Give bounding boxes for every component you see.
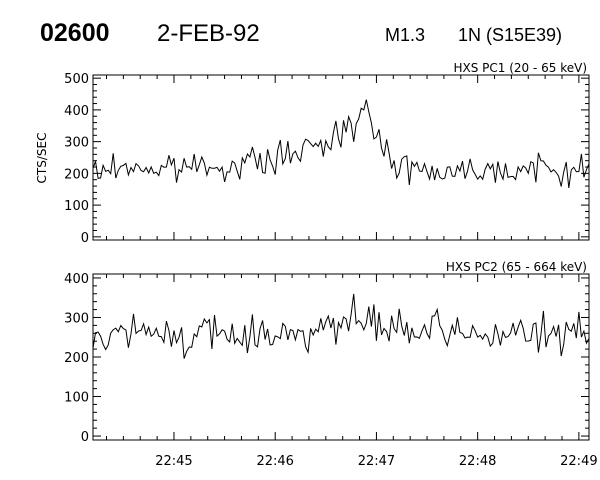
series-line bbox=[92, 293, 590, 359]
y-tick-label: 0 bbox=[81, 231, 89, 246]
y-tick-label: 400 bbox=[64, 272, 89, 287]
x-tick-label: 22:46 bbox=[256, 454, 293, 469]
series-line bbox=[92, 99, 590, 188]
flare-location: 1N (S15E39) bbox=[458, 25, 562, 45]
panel-pc1-title: HXS PC1 (20 - 65 keV) bbox=[453, 61, 587, 75]
y-axis-label: CTS/SEC bbox=[35, 133, 49, 184]
panel-pc1: HXS PC1 (20 - 65 keV) CTS/SEC 0 100 200 300… bbox=[35, 61, 590, 246]
x-tick-label: 22:49 bbox=[560, 454, 597, 469]
event-date: 2-FEB-92 bbox=[157, 20, 260, 47]
plot-frame bbox=[92, 273, 590, 441]
y-tick-label: 200 bbox=[64, 167, 89, 182]
event-id: 02600 bbox=[40, 19, 110, 47]
y-tick-label: 500 bbox=[64, 72, 89, 87]
y-tick-label: 0 bbox=[81, 430, 89, 445]
y-tick-label: 300 bbox=[64, 136, 89, 151]
y-tick-label: 200 bbox=[64, 351, 89, 366]
x-tick-label: 22:47 bbox=[358, 454, 395, 469]
x-tick-label: 22:45 bbox=[155, 454, 192, 469]
y-tick-label: 100 bbox=[64, 199, 89, 214]
y-tick-label: 100 bbox=[64, 391, 89, 406]
y-tick-label: 300 bbox=[64, 311, 89, 326]
flare-class: M1.3 bbox=[385, 25, 425, 45]
x-tick-label: 22:48 bbox=[459, 454, 496, 469]
panel-pc2: HXS PC2 (65 - 664 keV) 0 100 200 300 400 22:4… bbox=[64, 260, 597, 469]
y-tick-label: 400 bbox=[64, 104, 89, 119]
plot-frame bbox=[92, 74, 590, 241]
panel-pc2-title: HXS PC2 (65 - 664 keV) bbox=[446, 260, 587, 274]
